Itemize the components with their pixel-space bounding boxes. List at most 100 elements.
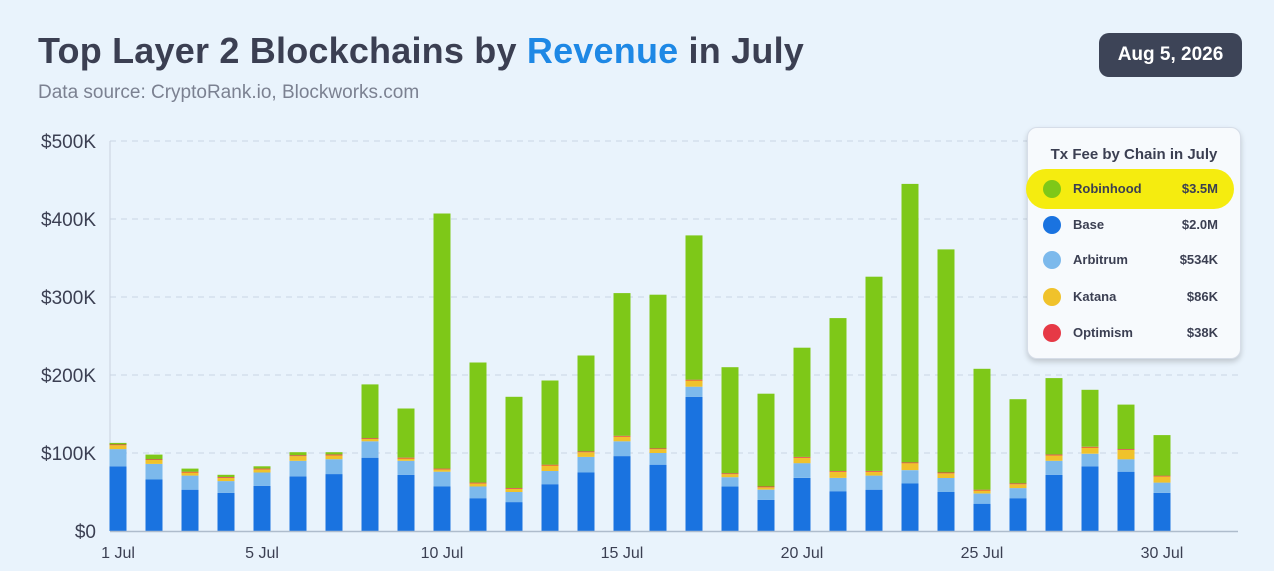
bar-arbitrum (361, 441, 379, 458)
y-tick-label: $400K (41, 210, 96, 231)
bar-optimism (901, 462, 919, 464)
bar-arbitrum (721, 477, 739, 487)
bar-base (433, 486, 451, 531)
bar-optimism (937, 472, 955, 474)
bar-arbitrum (1081, 453, 1099, 467)
bar-robinhood (289, 452, 307, 456)
bar-katana (469, 483, 487, 487)
x-tick-label: 5 Jul (245, 545, 279, 562)
y-tick-label: $100K (41, 444, 96, 465)
bar-robinhood (433, 213, 451, 469)
bar-arbitrum (577, 456, 595, 473)
bar-arbitrum (325, 459, 343, 474)
legend-label-arbitrum: Arbitrum (1073, 252, 1128, 267)
bar-base (721, 486, 739, 531)
date-badge: Aug 5, 2026 (1099, 33, 1242, 77)
bar-robinhood (145, 454, 163, 460)
legend-dot-robinhood (1043, 180, 1061, 198)
page-title: Top Layer 2 Blockchains by Revenue in Ju… (38, 30, 804, 72)
legend-item-arbitrum: Arbitrum $534K (1028, 248, 1242, 272)
legend-label-base: Base (1073, 217, 1105, 232)
title-part-1: Top Layer 2 Blockchains by (38, 30, 527, 71)
bar-base (1045, 474, 1063, 531)
bar-robinhood (1045, 378, 1063, 455)
bar-optimism (109, 444, 127, 446)
bar-arbitrum (685, 386, 703, 397)
bar-optimism (145, 459, 163, 460)
bar-robinhood (577, 355, 595, 452)
bar-robinhood (829, 318, 847, 471)
bar-robinhood (1153, 435, 1171, 476)
legend-dot-base (1043, 216, 1061, 234)
bar-robinhood (937, 249, 955, 473)
bar-optimism (649, 448, 667, 450)
bar-katana (685, 380, 703, 387)
y-tick-label: $0 (75, 522, 96, 543)
bar-optimism (1009, 483, 1027, 485)
bar-base (793, 478, 811, 531)
bar-arbitrum (289, 460, 307, 477)
bar-katana (829, 471, 847, 478)
bar-robinhood (793, 347, 811, 457)
bar-optimism (721, 473, 739, 475)
bar-robinhood (361, 384, 379, 439)
bar-robinhood (397, 408, 415, 458)
bar-katana (577, 452, 595, 457)
bar-katana (145, 460, 163, 464)
bar-arbitrum (1045, 460, 1063, 475)
bar-katana (1045, 455, 1063, 461)
bar-katana (433, 469, 451, 472)
legend-item-optimism: Optimism $38K (1028, 321, 1242, 345)
legend-value-robinhood: $3.5M (1181, 181, 1218, 196)
bar-optimism (361, 438, 379, 439)
bar-optimism (289, 455, 307, 457)
bar-arbitrum (433, 471, 451, 487)
bar-robinhood (973, 368, 991, 490)
bar-robinhood (1009, 399, 1027, 484)
y-tick-label: $200K (41, 366, 96, 387)
bar-optimism (829, 470, 847, 472)
bar-optimism (505, 488, 523, 489)
bar-optimism (1117, 449, 1135, 450)
y-tick-label: $300K (41, 288, 96, 309)
bar-optimism (685, 379, 703, 381)
bar-katana (613, 436, 631, 442)
bar-robinhood (217, 474, 235, 478)
legend-label-katana: Katana (1073, 289, 1117, 304)
bar-robinhood (721, 367, 739, 474)
bar-arbitrum (865, 475, 883, 490)
bar-base (181, 489, 199, 531)
bar-optimism (397, 457, 415, 459)
bar-katana (721, 474, 739, 478)
bar-katana (1081, 447, 1099, 454)
x-tick-label: 25 Jul (961, 545, 1004, 562)
bar-arbitrum (829, 478, 847, 492)
bar-optimism (865, 470, 883, 472)
bar-robinhood (109, 442, 127, 445)
bar-optimism (181, 471, 199, 473)
x-tick-label: 30 Jul (1141, 545, 1184, 562)
bar-base (397, 474, 415, 531)
bar-base (289, 476, 307, 531)
bar-katana (757, 487, 775, 490)
bar-katana (793, 457, 811, 464)
bar-arbitrum (937, 478, 955, 492)
legend-value-katana: $86K (1186, 289, 1218, 304)
bar-robinhood (181, 468, 199, 472)
bar-optimism (433, 468, 451, 470)
bar-katana (109, 445, 127, 450)
bar-base (325, 474, 343, 531)
legend-label-robinhood: Robinhood (1073, 181, 1142, 196)
bar-robinhood (901, 183, 919, 463)
x-tick-label: 10 Jul (421, 545, 464, 562)
legend-title: Tx Fee by Chain in July (1050, 146, 1218, 163)
bar-katana (289, 456, 307, 461)
legend-dot-katana (1043, 288, 1061, 306)
bar-katana (325, 455, 343, 460)
bar-katana (901, 463, 919, 471)
bar-optimism (1153, 475, 1171, 477)
bar-base (613, 456, 631, 531)
bar-base (1009, 498, 1027, 531)
bar-optimism (1045, 454, 1063, 456)
bar-katana (397, 458, 415, 461)
